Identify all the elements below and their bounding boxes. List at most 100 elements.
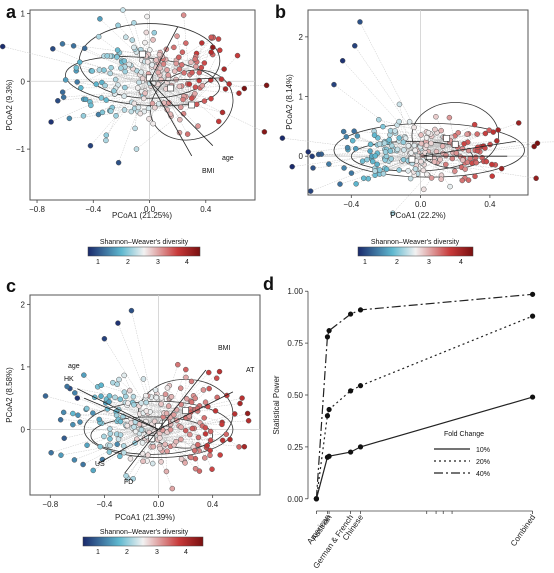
sample-point xyxy=(168,393,175,400)
sample-point xyxy=(438,176,444,182)
sample-point xyxy=(188,59,194,66)
group-ellipse xyxy=(411,102,499,169)
sample-point xyxy=(152,387,159,393)
sample-point xyxy=(128,307,135,314)
sample-point xyxy=(483,158,490,165)
sample-point xyxy=(144,13,150,20)
sample-point xyxy=(158,395,165,401)
colorbar-title: Shannon–Weaver's diversity xyxy=(371,239,460,246)
sample-point xyxy=(383,166,390,172)
legend-entry: 10% xyxy=(476,447,490,454)
sample-point xyxy=(103,132,110,138)
panel-a-plot: −0.8 −0.4 0.0 0.4 1 0 −1 xyxy=(0,7,270,214)
sample-point xyxy=(219,437,226,444)
sample-point xyxy=(364,156,370,163)
sample-point xyxy=(424,171,430,178)
sample-point xyxy=(352,43,358,49)
sample-point xyxy=(531,143,537,150)
colorbar-tick: 2 xyxy=(125,549,129,556)
sample-point xyxy=(143,408,150,414)
colorbar-title: Shannon–Weaver's diversity xyxy=(100,529,189,536)
sample-point xyxy=(200,387,207,393)
sample-point xyxy=(89,68,95,74)
sample-point xyxy=(140,376,147,382)
sample-point xyxy=(473,154,479,161)
spider-line xyxy=(130,422,166,459)
sample-point xyxy=(386,137,392,143)
sample-point xyxy=(50,46,56,52)
sample-point xyxy=(115,159,122,166)
sample-point xyxy=(326,161,332,167)
sample-point xyxy=(111,88,117,94)
sample-point xyxy=(107,430,114,437)
spider-line xyxy=(446,138,469,181)
spider-line xyxy=(318,154,412,160)
sample-point xyxy=(149,460,156,467)
sample-point xyxy=(369,158,376,165)
spider-line xyxy=(455,144,484,147)
sample-point xyxy=(137,110,144,117)
x-tick-label: 0.0 xyxy=(144,205,156,214)
sample-point xyxy=(155,101,162,107)
sample-point xyxy=(207,437,214,443)
sample-point xyxy=(175,361,181,368)
sample-point xyxy=(98,95,105,101)
sample-point xyxy=(80,113,87,119)
sample-point xyxy=(101,433,107,440)
y-tick-label: 2 xyxy=(299,33,304,42)
panel-a-annotation-bmi: BMI xyxy=(202,168,215,175)
sample-point xyxy=(215,36,222,42)
sample-point xyxy=(164,385,171,391)
sample-point xyxy=(117,453,123,460)
spider-line xyxy=(106,77,150,136)
sample-point xyxy=(459,177,465,184)
sample-point xyxy=(70,43,77,49)
sample-point xyxy=(418,158,424,165)
sample-point xyxy=(394,146,401,153)
y-tick-label: 1 xyxy=(21,363,26,372)
sample-point xyxy=(107,436,113,442)
sample-point xyxy=(177,116,183,123)
colorbar-gradient xyxy=(82,536,204,547)
sample-point xyxy=(163,468,170,475)
spider-line xyxy=(191,79,211,106)
sample-point xyxy=(198,64,205,71)
colorbar-gradient xyxy=(87,246,201,257)
env-arrow xyxy=(158,391,234,430)
sample-point xyxy=(97,16,103,22)
sample-point xyxy=(126,61,132,68)
sample-point xyxy=(443,161,449,168)
spider-line xyxy=(342,60,430,157)
sample-point xyxy=(131,44,137,51)
x-tick-label: −0.4 xyxy=(343,200,359,209)
sample-point xyxy=(462,166,468,172)
sample-point xyxy=(449,155,456,162)
sample-point xyxy=(425,129,432,136)
sample-point xyxy=(432,126,438,133)
sample-point xyxy=(102,82,108,89)
sample-point xyxy=(145,452,151,458)
sample-point xyxy=(199,82,206,89)
spider-line xyxy=(109,401,186,411)
sample-point xyxy=(438,127,444,134)
sample-point xyxy=(365,175,372,182)
sample-point xyxy=(123,34,129,40)
sample-point xyxy=(204,442,210,449)
sample-point xyxy=(121,372,127,379)
sample-point xyxy=(217,452,223,458)
sample-point xyxy=(93,81,99,87)
sample-point xyxy=(498,165,505,172)
data-point xyxy=(357,444,364,450)
sample-point xyxy=(467,155,473,162)
spider-line xyxy=(116,53,143,58)
sample-point xyxy=(151,29,158,36)
sample-point xyxy=(405,143,412,149)
sample-point xyxy=(208,49,214,55)
spider-line xyxy=(429,150,469,157)
sample-point xyxy=(339,57,346,64)
centroid-marker xyxy=(182,407,189,414)
sample-point xyxy=(411,124,417,131)
sample-point xyxy=(423,135,430,141)
panel-c-annotation-bmi: BMI xyxy=(218,345,231,352)
env-arrow xyxy=(77,388,159,430)
